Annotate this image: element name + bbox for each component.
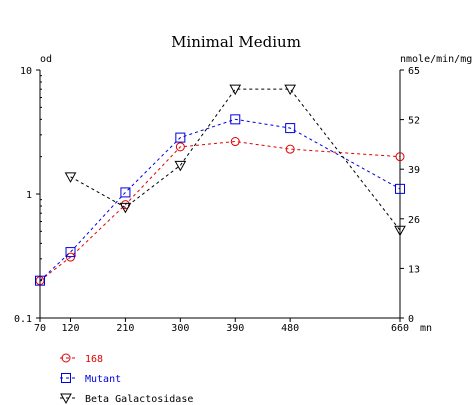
legend: 168 Mutant Beta Galactosidase — [60, 353, 193, 405]
series-line — [39, 118, 401, 282]
legend-item-3: Beta Galactosidase — [60, 393, 193, 405]
data-point — [394, 225, 406, 237]
legend-label: Beta Galactosidase — [85, 394, 193, 405]
legend-marker — [61, 373, 71, 383]
x-tick-label: 210 — [116, 323, 134, 334]
y-left-axis-label: od — [40, 54, 52, 65]
y-right-tick-label: 13 — [408, 264, 420, 275]
x-tick-label: 300 — [171, 323, 189, 334]
series-3 — [64, 84, 406, 237]
chart-title: Minimal Medium — [171, 33, 301, 51]
x-tick-label: 390 — [226, 323, 244, 334]
data-point — [395, 183, 405, 194]
series — [35, 84, 406, 286]
series-2 — [35, 114, 405, 286]
x-tick-label: 480 — [281, 323, 299, 334]
x-tick-label: 120 — [61, 323, 79, 334]
data-point — [65, 247, 76, 258]
y-left-tick-label: 0.1 — [14, 314, 32, 325]
y-right-tick-label: 26 — [408, 215, 420, 226]
data-point — [229, 84, 242, 96]
x-tick-label: 70 — [34, 323, 46, 334]
x-tick-label: 660 — [391, 323, 409, 334]
legend-marker — [60, 393, 72, 405]
axes — [39, 70, 401, 319]
legend-item-1: 168 — [60, 353, 103, 365]
y-right-tick-label: 65 — [408, 66, 420, 77]
series-line — [70, 88, 401, 231]
y-right-tick-label: 52 — [408, 116, 420, 127]
y-left-tick-label: 10 — [20, 66, 32, 77]
series-1 — [35, 137, 405, 286]
legend-label: 168 — [85, 354, 103, 365]
data-point — [174, 160, 187, 172]
data-point — [230, 137, 240, 147]
y-right-tick-label: 0 — [408, 314, 414, 325]
legend-label: Mutant — [85, 374, 121, 385]
data-point — [230, 114, 241, 125]
data-point — [285, 144, 295, 154]
data-point — [35, 275, 45, 286]
data-point — [175, 142, 185, 152]
data-point — [395, 152, 405, 162]
legend-item-2: Mutant — [60, 373, 121, 385]
data-point — [284, 84, 297, 96]
series-line — [39, 140, 401, 282]
y-right-tick-label: 39 — [408, 165, 420, 176]
ticks: 70 120 210 300 390 480 660 10 1 0.1 65 52 39 26 13 0 — [14, 66, 420, 334]
data-point — [64, 172, 77, 183]
y-left-tick-label: 1 — [26, 190, 32, 201]
data-point — [119, 202, 132, 214]
legend-marker — [61, 353, 71, 363]
data-point — [285, 123, 296, 134]
x-axis-unit: mn — [420, 323, 432, 334]
y-right-axis-label: nmole/min/mg — [400, 54, 472, 65]
data-point — [175, 132, 186, 143]
data-point — [120, 187, 131, 198]
